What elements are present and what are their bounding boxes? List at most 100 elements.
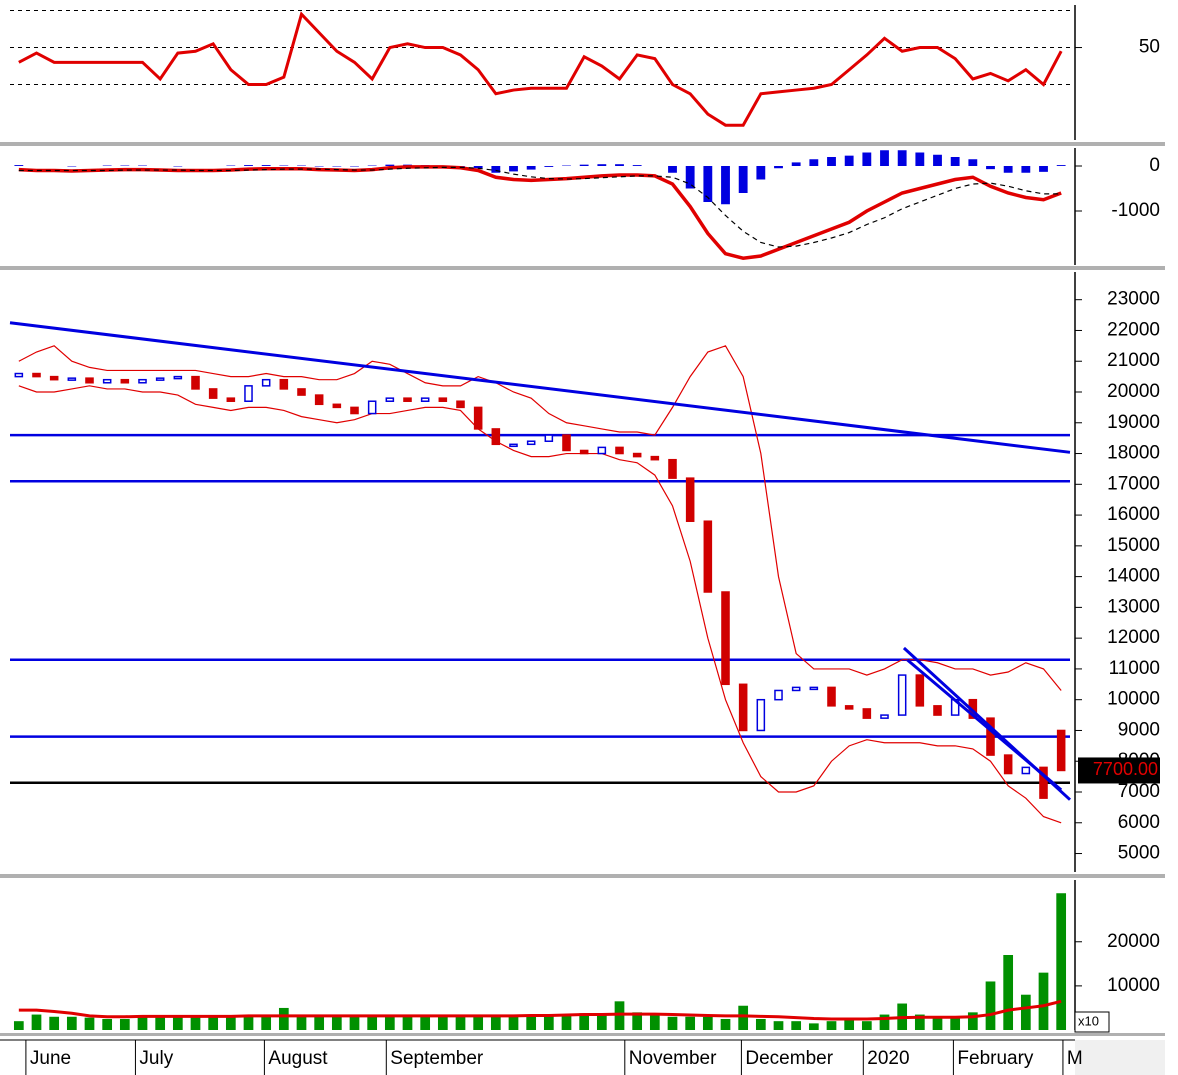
volume-bar [879,1014,890,1030]
histogram-bar [862,152,872,166]
volume-bar [632,1012,643,1030]
candle [67,377,77,381]
histogram-bar [632,165,642,166]
candle [438,397,448,402]
y-tick-label: 11000 [1109,658,1160,679]
volume-bar [278,1007,289,1030]
histogram-bar [703,166,713,202]
histogram-bar [14,165,24,166]
volume-bar [579,1013,590,1030]
volume-bar [967,1012,978,1030]
candle [862,708,872,719]
candle [85,377,94,384]
volume-bar [367,1014,378,1030]
candle [1003,754,1013,775]
histogram-bar [756,166,766,180]
y-tick-label: 7000 [1118,781,1160,802]
candle [897,674,907,716]
volume-bar [420,1016,431,1030]
histogram-bar [844,155,854,166]
y-tick-label: 9000 [1118,719,1160,740]
candle [314,394,324,406]
candle [650,455,660,461]
last-price-label: 7700.00 [1093,759,1158,779]
volume-bar [1020,994,1031,1030]
histogram-bar [1056,165,1066,166]
line [18,999,1062,1021]
volume-bar [738,1005,749,1030]
x-tick-label: November [629,1048,717,1069]
candle [173,375,183,380]
panel-separator [0,1033,1165,1036]
histogram-bar [244,165,253,166]
histogram-bar [509,166,518,172]
histogram-bar [385,164,395,166]
panel-separator [0,142,1165,146]
histogram-bar [968,159,978,166]
line [18,166,1062,248]
candle [208,388,218,399]
volume-bar [861,1021,872,1030]
volume-bar [473,1016,484,1030]
candle [827,686,836,707]
x-tick-label: August [268,1048,328,1069]
histogram-bar [1021,166,1031,173]
candle [615,446,624,455]
candle [138,378,147,384]
volume-bar [1056,893,1067,1030]
volume-bar [402,1016,413,1030]
candle [703,520,713,593]
candle [809,686,819,691]
volume-bar [755,1018,766,1030]
y-tick-label: 0 [1149,155,1160,176]
candle [774,689,783,701]
volume-bar [950,1016,961,1030]
line [18,385,1062,824]
candle [738,683,748,732]
y-tick-label: 10000 [1107,689,1160,710]
y-tick-label: 14000 [1107,566,1160,587]
candle [385,397,395,402]
panel-separator [0,266,1165,270]
volume-bar [508,1015,519,1030]
histogram-bar [721,166,730,205]
y-tick-label: 5000 [1118,843,1160,864]
volume-bar [31,1014,42,1030]
y-tick-label: 20000 [1107,381,1160,402]
volume-bar [208,1016,219,1030]
candle [49,375,59,381]
y-tick-label: 20000 [1107,931,1160,952]
volume-bar [190,1016,201,1030]
candle [632,452,642,458]
candle [279,378,289,390]
histogram-bar [774,166,783,169]
volume-bar [720,1018,731,1030]
y-tick-label: 10000 [1107,975,1160,996]
histogram-bar [526,166,536,170]
candle [721,591,730,686]
volume-bar [490,1016,501,1030]
candle [668,458,677,479]
candle [226,397,236,402]
y-tick-label: 21000 [1107,350,1160,371]
candle [14,372,24,378]
volume-bar [702,1016,713,1030]
histogram-bar [880,150,889,166]
candle [261,378,271,387]
candle [456,400,465,409]
volume-bar [543,1014,554,1030]
volume-bar [119,1018,130,1030]
volume-bar [172,1015,183,1030]
x-tick-label: February [957,1048,1034,1069]
y-tick-label: 16000 [1107,504,1160,525]
volume-bar [985,981,996,1030]
candle [685,477,695,522]
y-tick-label: 15000 [1107,535,1160,556]
volume-bar [526,1015,537,1030]
y-tick-label: 13000 [1107,596,1160,617]
candle [420,397,430,402]
line [18,11,1063,127]
x-tick-label: 2020 [867,1048,909,1069]
